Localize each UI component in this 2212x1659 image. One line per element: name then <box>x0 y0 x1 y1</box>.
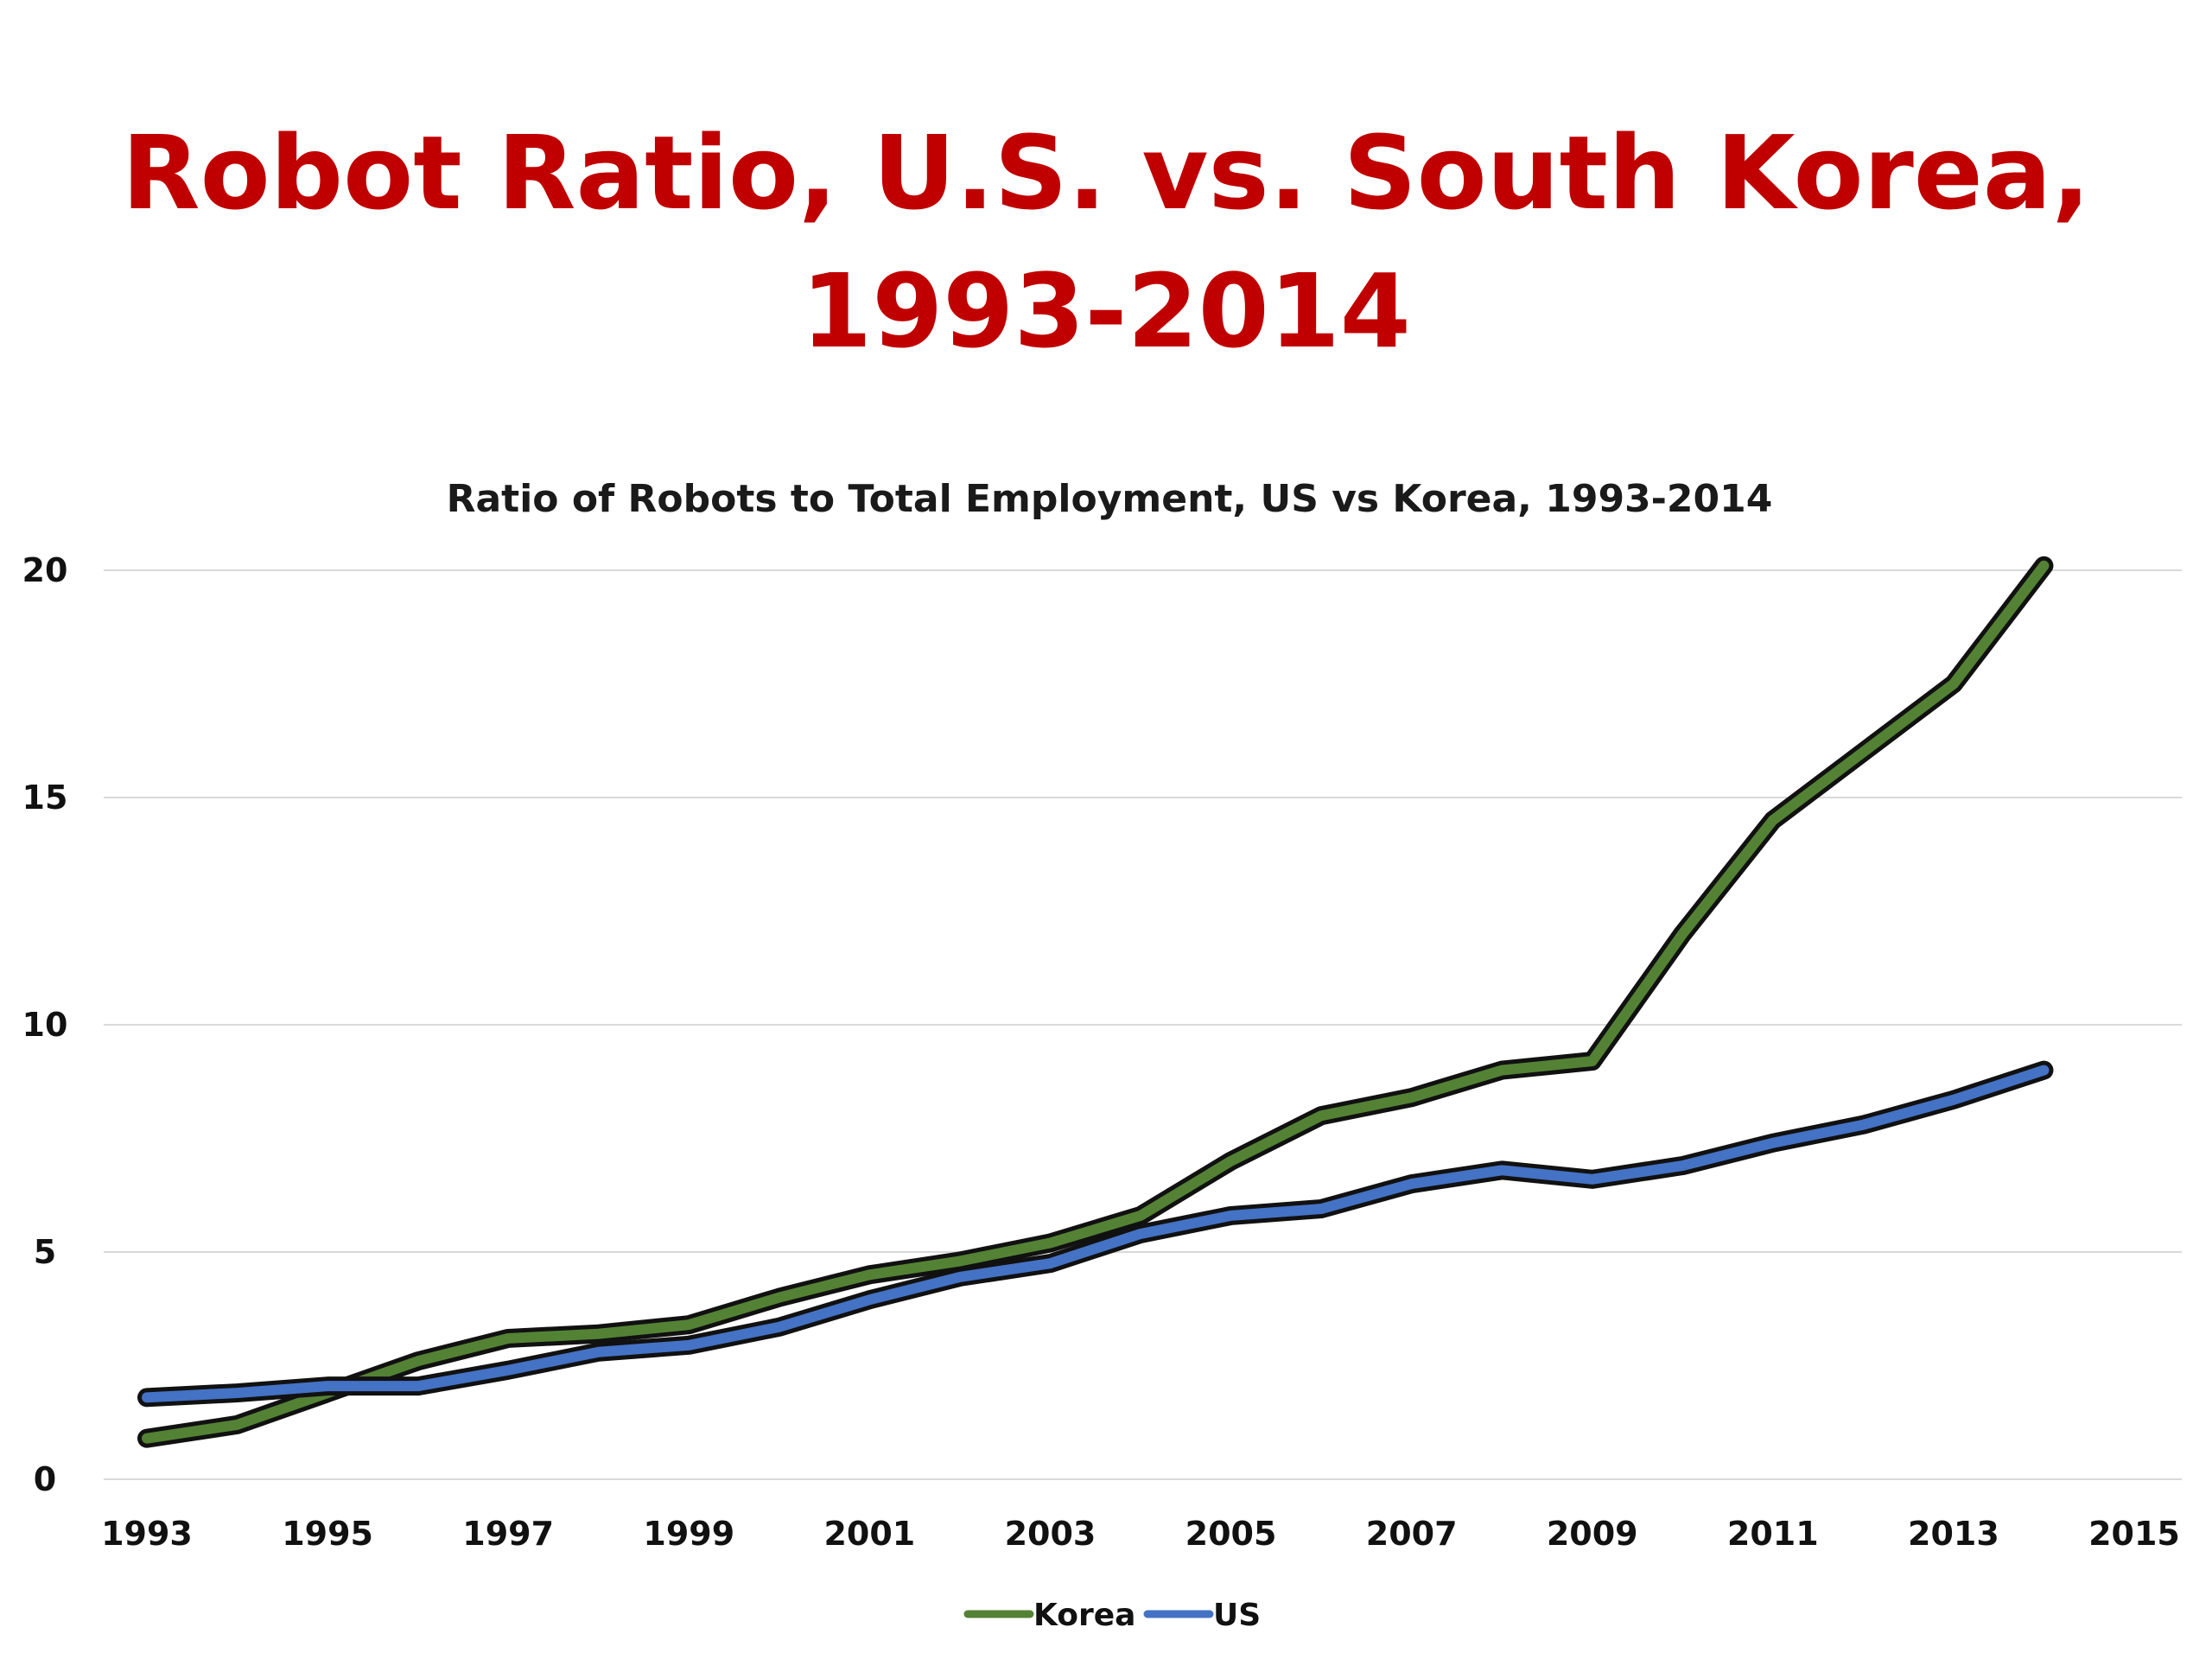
x-axis-tick-labels: 1993 1995 1997 1999 2001 2003 2005 2007 2009 2011… <box>101 1515 2180 1553</box>
y-tick-label: 20 <box>22 551 68 589</box>
y-tick-label: 5 <box>34 1233 56 1271</box>
slide-title: Robot Ratio, U.S. vs. South Korea, 1993-… <box>0 104 2212 380</box>
x-tick-label: 2011 <box>1727 1515 1819 1553</box>
y-axis-tick-labels: 0 5 10 15 20 <box>22 551 68 1498</box>
legend: Korea US <box>963 1598 1261 1633</box>
x-tick-label: 1999 <box>643 1515 734 1553</box>
x-tick-label: 1995 <box>282 1515 373 1553</box>
x-tick-label: 2015 <box>2088 1515 2180 1553</box>
y-tick-label: 0 <box>34 1460 56 1498</box>
legend-label-us: US <box>1213 1598 1261 1633</box>
legend-label-korea: Korea <box>1033 1598 1135 1633</box>
series-korea-line <box>142 560 2050 1444</box>
y-tick-label: 15 <box>22 779 68 817</box>
chart-title: Ratio of Robots to Total Employment, US … <box>447 477 1773 521</box>
legend-item-korea: Korea <box>963 1598 1135 1633</box>
series-us-line <box>142 1065 2050 1403</box>
series-us <box>137 1060 2054 1408</box>
legend-item-us: US <box>1143 1598 1261 1633</box>
series-korea-outline <box>137 556 2054 1448</box>
x-tick-label: 2013 <box>1908 1515 1999 1553</box>
x-tick-label: 2007 <box>1366 1515 1458 1553</box>
slide-title-line-1: Robot Ratio, U.S. vs. South Korea, <box>121 113 2091 232</box>
x-tick-label: 1993 <box>101 1515 193 1553</box>
x-tick-label: 2009 <box>1547 1515 1638 1553</box>
gridlines <box>104 569 2182 1480</box>
x-tick-label: 1997 <box>462 1515 554 1553</box>
series-lines <box>137 556 2054 1448</box>
x-tick-label: 2003 <box>1005 1515 1096 1553</box>
y-tick-label: 10 <box>22 1006 68 1044</box>
series-korea <box>137 556 2054 1448</box>
x-tick-label: 2001 <box>823 1515 915 1553</box>
slide-title-line-2: 1993-2014 <box>801 251 1411 371</box>
x-tick-label: 2005 <box>1185 1515 1277 1553</box>
